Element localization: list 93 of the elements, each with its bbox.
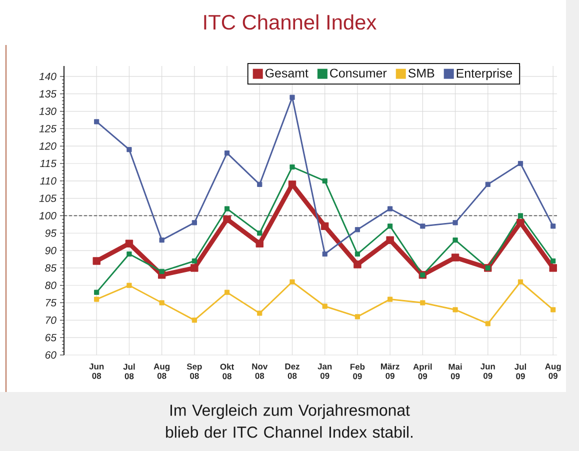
x-tick-label: April 09	[413, 364, 432, 380]
point	[550, 307, 556, 312]
y-tick-label: 100	[39, 212, 56, 220]
point	[549, 264, 557, 272]
point	[420, 224, 426, 229]
point	[290, 164, 295, 170]
point	[257, 310, 262, 316]
point	[192, 220, 197, 226]
x-tick-label: Aug 09	[545, 364, 561, 379]
point	[322, 251, 328, 257]
point	[92, 257, 100, 265]
chart-title: ITC Channel Index	[204, 14, 376, 30]
y-tick-label: 85	[45, 264, 57, 272]
x-tick-label: Mai 09	[448, 364, 462, 380]
y-tick-label: 120	[39, 142, 56, 150]
point	[485, 182, 490, 187]
point	[452, 238, 458, 243]
legend-label: Enterprise	[456, 68, 512, 80]
x-tick-label: Jul 09	[514, 364, 526, 380]
y-tick-label: 60	[45, 351, 56, 359]
point	[452, 220, 458, 226]
x-tick-label: Nov 08	[252, 364, 268, 379]
y-tick-label: 140	[39, 72, 56, 80]
point	[94, 119, 100, 124]
point	[223, 215, 231, 224]
point	[125, 240, 134, 248]
x-tick-label: Jul 08	[123, 364, 135, 380]
legend-label: Consumer	[330, 68, 387, 78]
x-tick-label: Jan 09	[318, 364, 332, 379]
point	[518, 213, 524, 218]
point	[257, 230, 262, 236]
point	[388, 296, 393, 302]
point	[159, 300, 164, 306]
point	[451, 254, 460, 262]
point	[224, 206, 230, 212]
y-tick-label: 115	[40, 160, 57, 168]
y-tick-label: 130	[39, 108, 56, 115]
point	[94, 290, 100, 295]
point	[354, 251, 360, 257]
y-tick-label: 65	[45, 334, 57, 342]
y-tick-label: 125	[39, 124, 56, 132]
point	[126, 147, 132, 152]
x-tick-label: Dez 08	[285, 364, 300, 379]
x-tick-label: Jun 08	[89, 364, 104, 379]
point	[550, 224, 556, 229]
point	[386, 236, 394, 244]
point	[94, 296, 100, 302]
y-tick-label: 95	[45, 229, 57, 237]
x-tick-label: Okt 08	[220, 364, 234, 380]
y-tick-label: 75	[46, 299, 57, 306]
point	[224, 150, 230, 156]
point	[388, 224, 393, 229]
point	[420, 300, 426, 306]
y-tick-label: 70	[46, 316, 56, 324]
point	[126, 251, 132, 257]
point	[550, 258, 556, 264]
point	[322, 178, 328, 184]
point	[321, 222, 329, 230]
point	[388, 206, 393, 212]
point	[192, 318, 197, 323]
point	[290, 94, 295, 100]
y-tick-label: 105	[39, 194, 56, 202]
point	[290, 279, 295, 284]
point	[452, 307, 458, 312]
x-tick-label: Jun 09	[480, 364, 495, 379]
point	[485, 321, 490, 326]
point	[159, 238, 164, 243]
y-tick-label: 110	[40, 177, 56, 185]
point	[518, 279, 524, 284]
point	[256, 240, 264, 248]
y-tick-label: 135	[39, 90, 56, 98]
point	[288, 180, 296, 188]
point	[354, 314, 360, 320]
point	[126, 282, 132, 288]
x-tick-label: Sep 08	[186, 364, 202, 379]
legend-label: Gesamt	[265, 68, 308, 78]
point	[518, 160, 524, 166]
x-tick-label: Aug 08	[154, 364, 170, 379]
point	[159, 268, 164, 274]
point	[322, 304, 328, 309]
point	[354, 260, 362, 268]
y-tick-label: 90	[45, 246, 56, 254]
point	[192, 258, 197, 264]
x-tick-label: März 09	[380, 364, 400, 379]
point	[516, 218, 524, 227]
point	[257, 182, 262, 187]
x-tick-label: Feb 09	[350, 364, 365, 380]
text: Im Vergleich zum Vorjahresmonat blieb der ITC Channel Index stabil.	[166, 404, 412, 438]
y-tick-label: 80	[45, 282, 56, 290]
point	[224, 290, 230, 295]
legend-label: SMB	[408, 68, 434, 78]
point	[354, 227, 360, 232]
point	[190, 264, 198, 272]
